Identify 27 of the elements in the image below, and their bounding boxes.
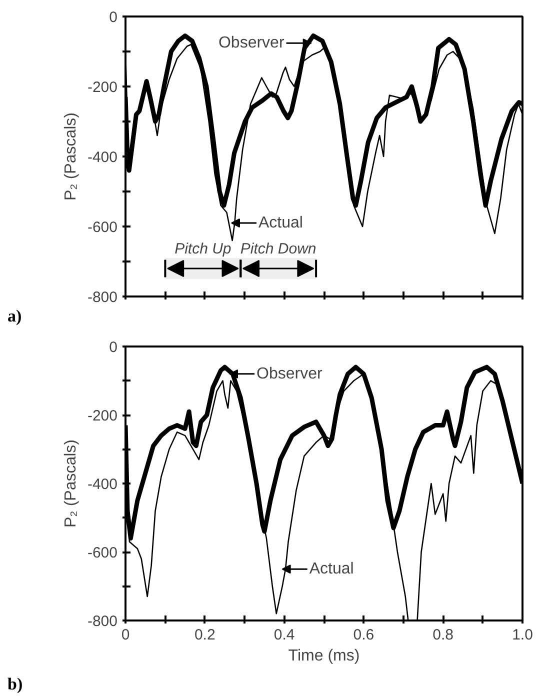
x-axis-title: Time (ms): [288, 648, 360, 664]
text: b): [8, 674, 23, 694]
x-tick-label: 0: [121, 626, 130, 644]
x-tick-label: 0.6: [353, 626, 374, 644]
y-tick-label: -600: [87, 219, 118, 236]
annotation: Actual: [258, 214, 303, 232]
y-tick-label: -200: [87, 408, 118, 424]
x-tick-label: 0.2: [194, 626, 216, 644]
x-tick-label: 1.0: [512, 626, 533, 644]
y-tick-label: -800: [87, 613, 118, 630]
annotation: Actual: [309, 560, 354, 578]
y-tick-label: -400: [87, 476, 118, 493]
y-axis-title: P₂ (Pascals): [62, 439, 80, 528]
x-tick-label: 0.8: [432, 626, 454, 644]
x-tick-label: 0.4: [274, 626, 295, 644]
text: a): [8, 306, 22, 326]
y-tick-label: -200: [87, 79, 118, 96]
annotation: Observer: [256, 365, 323, 382]
band-label: Pitch Up: [174, 240, 232, 258]
y-tick-label: 0: [109, 9, 118, 26]
band-label: Pitch Down: [240, 240, 316, 258]
y-axis-title: P₂ (Pascals): [62, 112, 80, 201]
y-tick-label: 0: [109, 339, 118, 356]
annotation: Observer: [218, 34, 285, 52]
y-tick-label: -800: [87, 289, 118, 306]
y-tick-label: -400: [87, 149, 118, 166]
y-tick-label: -600: [87, 544, 118, 562]
